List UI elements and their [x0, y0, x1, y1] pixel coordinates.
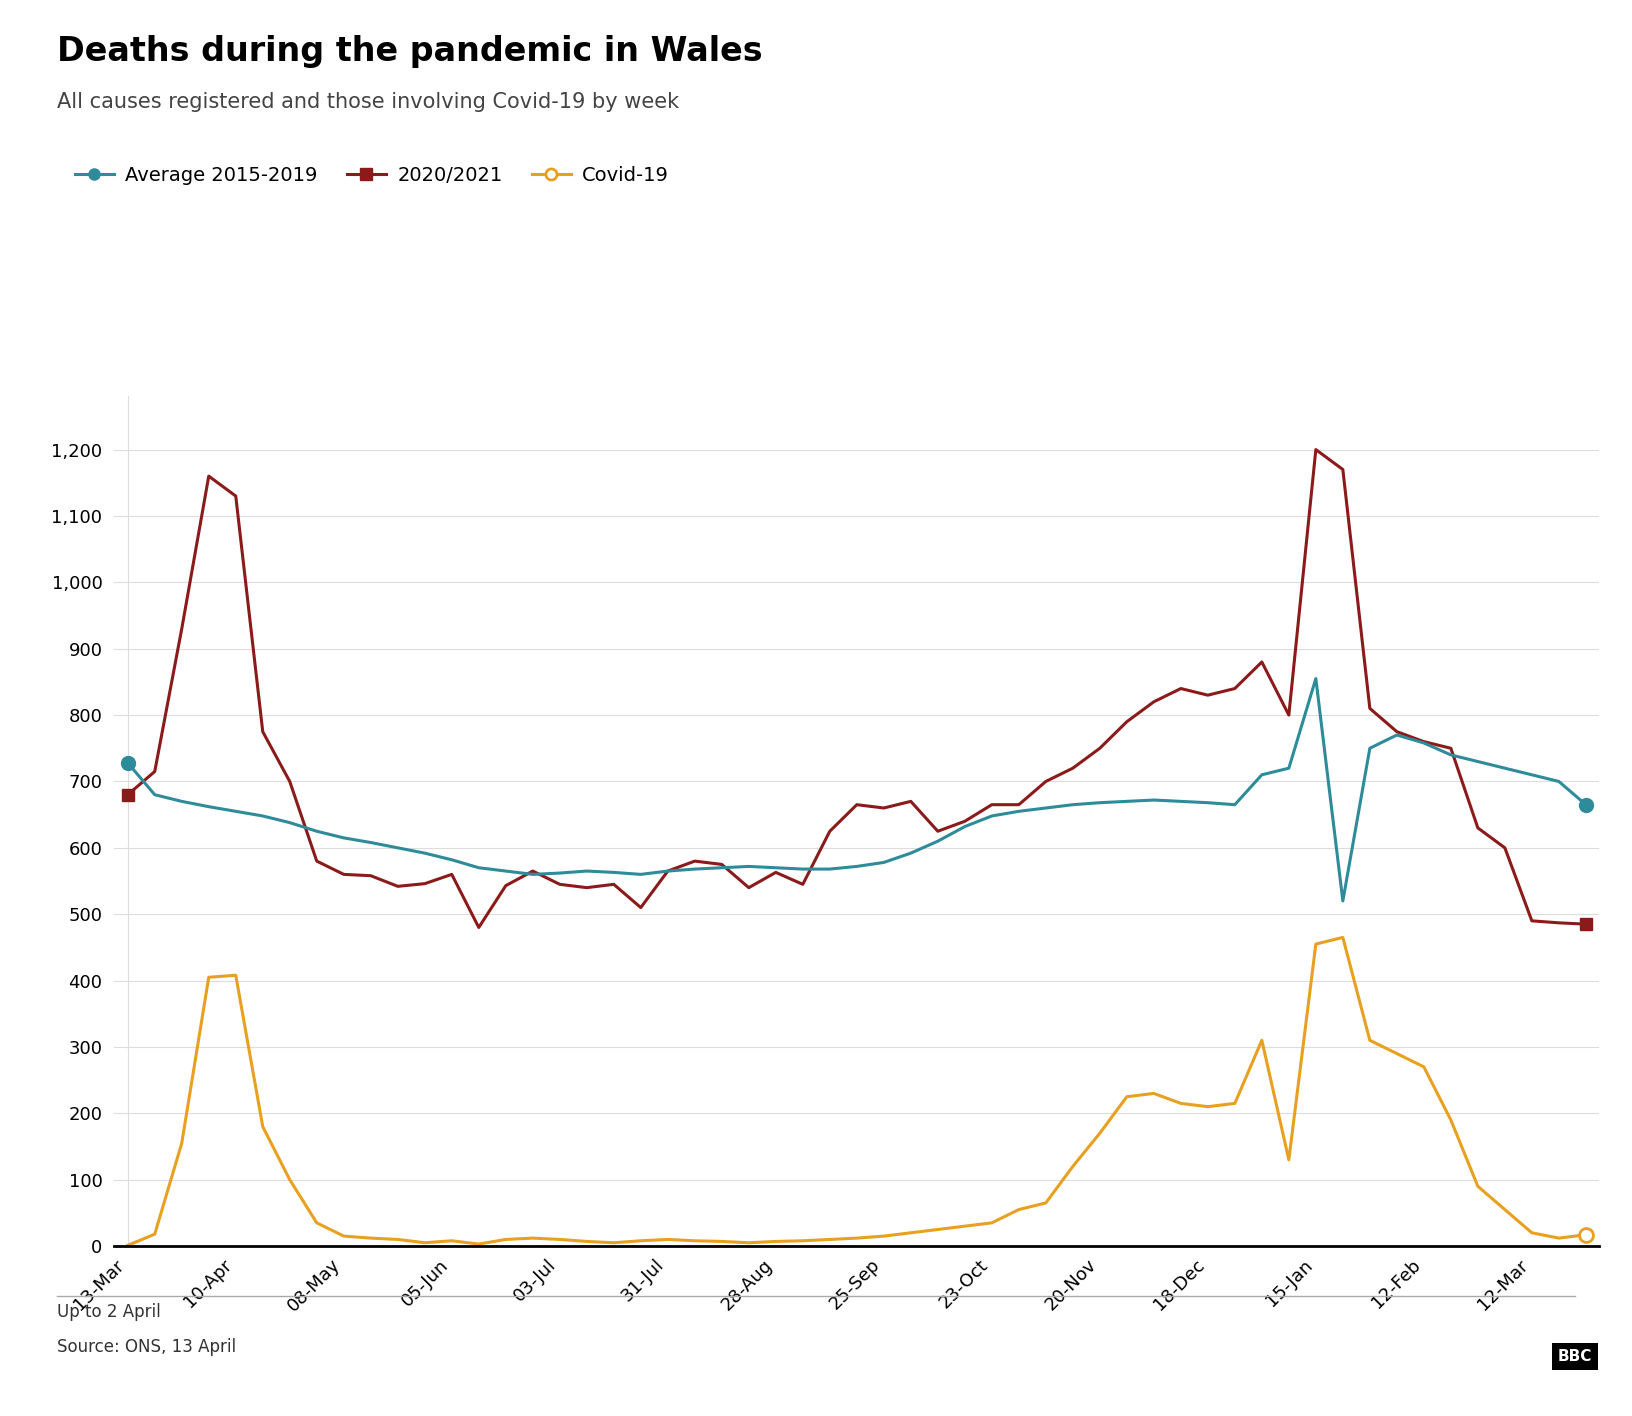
- Text: All causes registered and those involving Covid-19 by week: All causes registered and those involvin…: [57, 92, 679, 112]
- Legend: Average 2015-2019, 2020/2021, Covid-19: Average 2015-2019, 2020/2021, Covid-19: [67, 159, 677, 193]
- Text: BBC: BBC: [1557, 1349, 1593, 1364]
- Text: Up to 2 April: Up to 2 April: [57, 1303, 162, 1321]
- Text: Source: ONS, 13 April: Source: ONS, 13 April: [57, 1338, 237, 1357]
- Text: Deaths during the pandemic in Wales: Deaths during the pandemic in Wales: [57, 35, 762, 68]
